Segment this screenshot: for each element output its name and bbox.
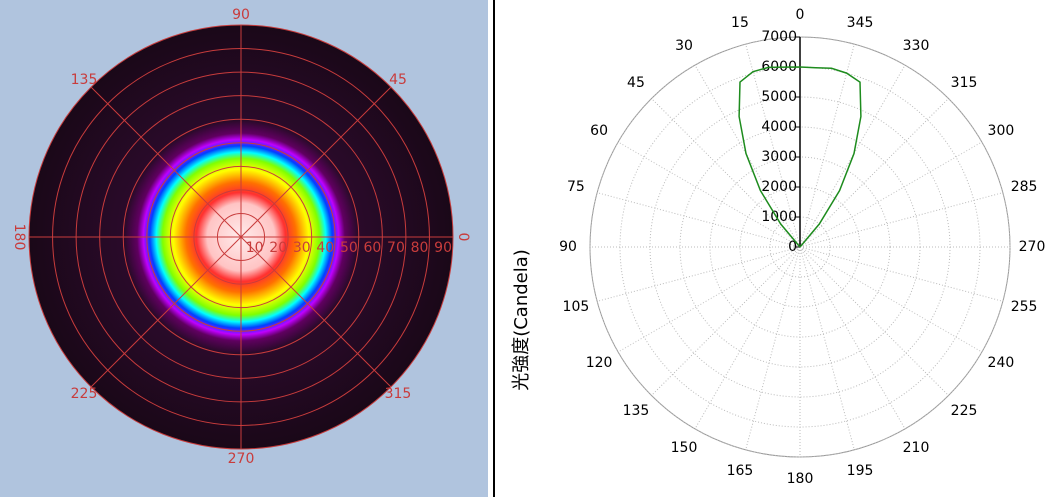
theta-tick-label: 15 [731, 15, 749, 31]
r-tick-label: 20 [269, 240, 287, 256]
theta-tick-label: 225 [951, 403, 978, 419]
theta-tick-label: 45 [389, 72, 407, 88]
theta-tick-label: 270 [228, 451, 255, 467]
series-line [738, 66, 862, 248]
grid-spoke [240, 236, 392, 388]
theta-tick-label: 135 [623, 403, 650, 419]
r-tick-label: 4000 [761, 119, 797, 135]
grid-spoke [90, 236, 242, 388]
grid-spoke [799, 246, 906, 430]
r-tick-label: 10 [246, 240, 264, 256]
theta-tick-label: 60 [590, 123, 608, 139]
grid-spoke [617, 141, 801, 248]
theta-tick-label: 135 [71, 72, 98, 88]
theta-tick-label: 120 [586, 355, 613, 371]
r-tick-label: 0 [788, 239, 797, 255]
theta-tick-label: 195 [847, 463, 874, 479]
theta-tick-label: 315 [951, 75, 978, 91]
r-tick-label: 2000 [761, 179, 797, 195]
theta-tick-label: 210 [903, 440, 930, 456]
theta-tick-label: 240 [988, 355, 1015, 371]
theta-tick-label: 180 [787, 471, 814, 487]
grid-spoke [617, 246, 801, 353]
theta-tick-label: 45 [627, 75, 645, 91]
theta-tick-label: 75 [567, 179, 585, 195]
theta-tick-label: 225 [71, 386, 98, 402]
theta-tick-label: 165 [727, 463, 754, 479]
theta-tick-label: 270 [1019, 239, 1046, 255]
theta-tick-label: 0 [796, 7, 805, 23]
grid-spoke [799, 246, 1003, 302]
grid-spoke [597, 246, 801, 302]
theta-tick-label: 255 [1011, 299, 1038, 315]
theta-tick-label: 345 [847, 15, 874, 31]
r-tick-label: 5000 [761, 89, 797, 105]
grid-spoke [799, 246, 855, 450]
grid-ring [589, 36, 1011, 458]
grid-spoke [799, 44, 855, 248]
grid-spoke [745, 44, 801, 248]
theta-tick-label: 90 [232, 7, 250, 23]
r-tick-label: 1000 [761, 209, 797, 225]
right-chart: 0 15 30 45 60 75 90 105 120 135 150 165 180 195 210 225… [559, 7, 1045, 487]
grid-spoke [651, 98, 801, 248]
r-tick-label: 30 [293, 240, 311, 256]
grid-spoke [240, 86, 392, 238]
y-axis-label: 光強度(Candela) [511, 249, 532, 391]
r-tick-label: 70 [387, 240, 405, 256]
r-tick-label: 90 [434, 240, 452, 256]
grid-spoke [799, 98, 949, 248]
theta-tick-label: 315 [385, 386, 412, 402]
r-tick-label: 40 [316, 240, 334, 256]
theta-tick-label: 300 [988, 123, 1015, 139]
grid-spoke [745, 246, 801, 450]
grid-spoke [799, 246, 983, 353]
theta-tick-label: 90 [559, 239, 577, 255]
theta-tick-label: 30 [675, 38, 693, 54]
theta-tick-label: 180 [11, 224, 27, 251]
theta-tick-label: 150 [671, 440, 698, 456]
theta-tick-label: 285 [1011, 179, 1038, 195]
right-panel [488, 0, 1063, 497]
theta-tick-label: 105 [563, 299, 590, 315]
r-tick-label: 80 [411, 240, 429, 256]
grid-spoke [799, 192, 1003, 248]
grid-spoke [799, 141, 983, 248]
r-tick-label: 7000 [761, 29, 797, 45]
grid-spoke [90, 86, 242, 238]
grid-spoke [799, 246, 949, 396]
grid-spoke [597, 192, 801, 248]
r-tick-label: 50 [340, 240, 358, 256]
r-tick-label: 3000 [761, 149, 797, 165]
grid-spoke [651, 246, 801, 396]
theta-tick-label: 0 [455, 233, 471, 242]
theta-tick-label: 330 [903, 38, 930, 54]
r-tick-label: 60 [364, 240, 382, 256]
grid-spoke [694, 246, 801, 430]
